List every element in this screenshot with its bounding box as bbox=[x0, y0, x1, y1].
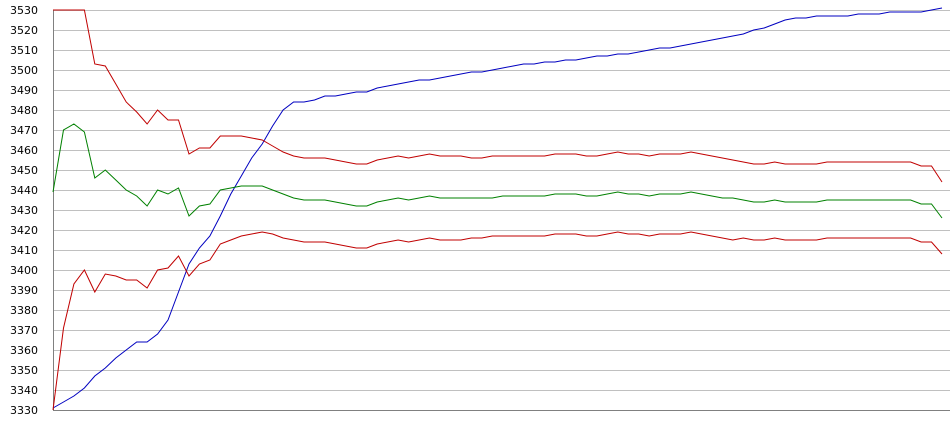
y-tick-labels: 3330 3340 3350 3360 3370 3380 3390 3400 3410 3420… bbox=[10, 4, 38, 417]
y-tick-label: 3350 bbox=[10, 364, 38, 377]
series-line-3 bbox=[52, 123, 943, 219]
axes bbox=[53, 10, 950, 411]
y-tick-label: 3450 bbox=[10, 164, 38, 177]
y-tick-label: 3470 bbox=[10, 124, 38, 137]
series-lines bbox=[52, 7, 943, 411]
y-tick-label: 3520 bbox=[10, 24, 38, 37]
series-line-4 bbox=[52, 231, 943, 411]
y-tick-label: 3410 bbox=[10, 244, 38, 257]
y-tick-label: 3340 bbox=[10, 384, 38, 397]
y-tick-label: 3370 bbox=[10, 324, 38, 337]
y-tick-label: 3360 bbox=[10, 344, 38, 357]
y-tick-label: 3390 bbox=[10, 284, 38, 297]
y-tick-label: 3400 bbox=[10, 264, 38, 277]
y-tick-label: 3330 bbox=[10, 404, 38, 417]
y-tick-label: 3510 bbox=[10, 44, 38, 57]
y-tick-label: 3480 bbox=[10, 104, 38, 117]
y-tick-label: 3380 bbox=[10, 304, 38, 317]
y-tick-label: 3460 bbox=[10, 144, 38, 157]
y-tick-label: 3530 bbox=[10, 4, 38, 17]
y-tick-label: 3500 bbox=[10, 64, 38, 77]
y-tick-label: 3430 bbox=[10, 204, 38, 217]
series-line-2 bbox=[53, 9, 943, 183]
series-line-1 bbox=[52, 7, 943, 409]
y-tick-label: 3490 bbox=[10, 84, 38, 97]
grid-lines bbox=[53, 10, 950, 411]
y-tick-label: 3440 bbox=[10, 184, 38, 197]
y-tick-label: 3420 bbox=[10, 224, 38, 237]
